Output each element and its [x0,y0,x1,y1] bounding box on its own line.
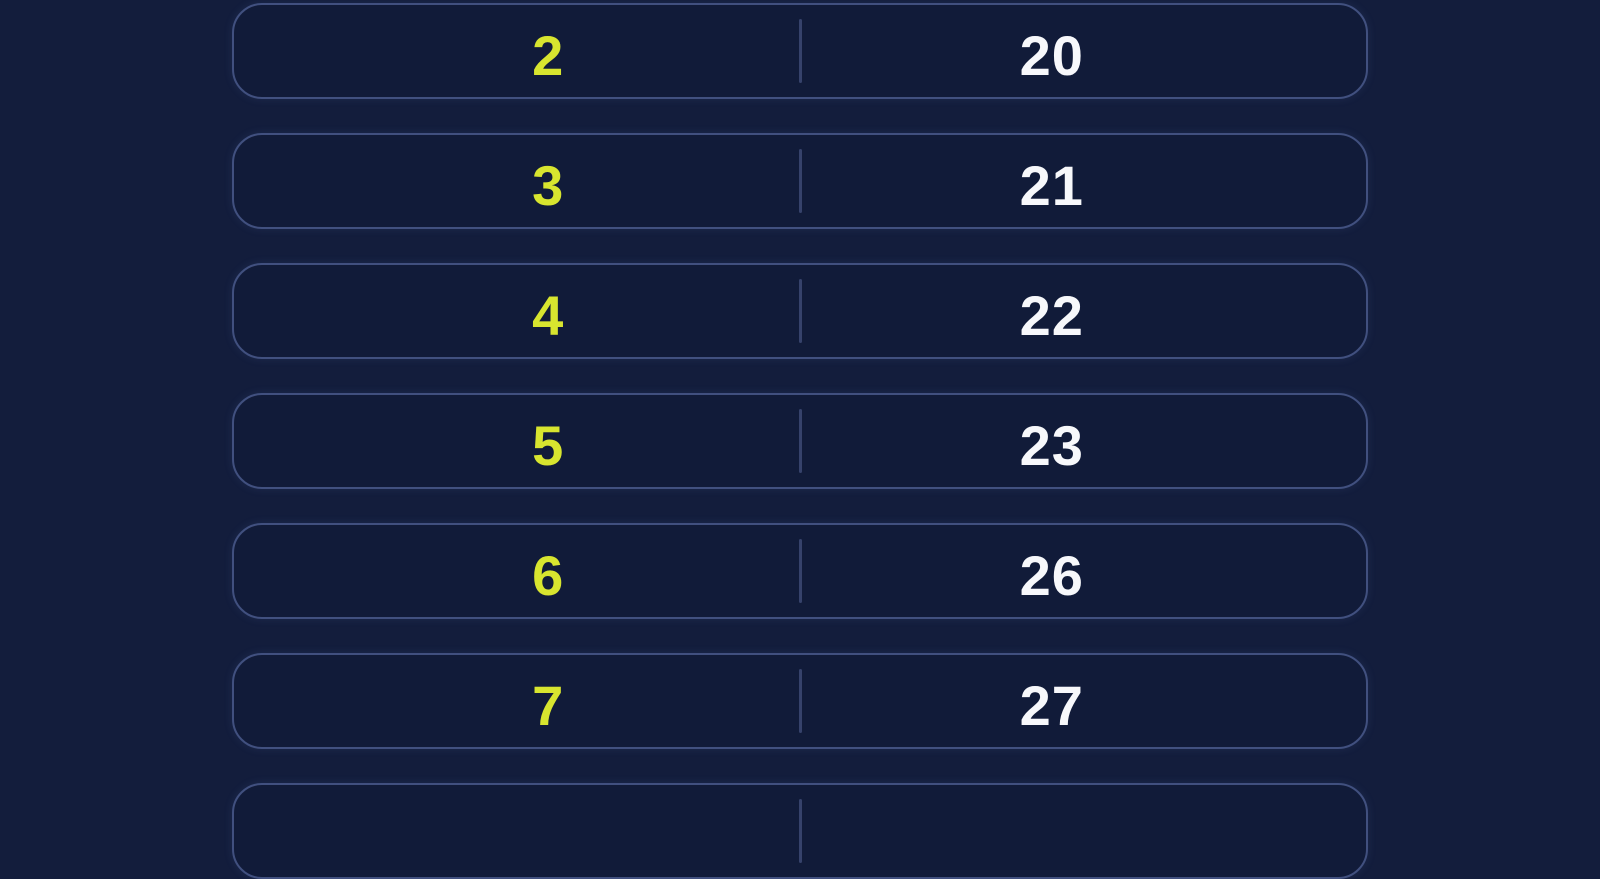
row-left-value: 4 [298,265,799,357]
cell-divider [798,409,802,473]
right-value-text: 21 [1019,154,1084,217]
left-value-text: 6 [532,544,565,607]
row-right-value [802,785,1303,877]
row-left-value: 3 [298,135,799,227]
row-right-value: 20 [802,5,1303,97]
table-row: 7 27 [232,653,1368,749]
cell-divider [798,539,802,603]
table-row-partial [232,783,1368,879]
right-value-text: 23 [1019,414,1084,477]
table-row: 6 26 [232,523,1368,619]
table-row: 3 21 [232,133,1368,229]
right-value-text: 26 [1019,544,1084,607]
cell-divider [798,149,802,213]
row-right-value: 21 [802,135,1303,227]
left-value-text: 2 [532,24,565,87]
values-table: 2 20 3 21 4 22 5 23 6 26 7 27 [232,3,1368,879]
cell-divider [798,669,802,733]
row-right-value: 22 [802,265,1303,357]
left-value-text: 3 [532,154,565,217]
left-value-text: 7 [532,674,565,737]
right-value-text: 27 [1019,674,1084,737]
right-value-text: 20 [1019,24,1084,87]
left-value-text: 5 [532,414,565,477]
row-right-value: 23 [802,395,1303,487]
table-row: 2 20 [232,3,1368,99]
cell-divider [798,279,802,343]
row-left-value: 5 [298,395,799,487]
row-left-value: 2 [298,5,799,97]
table-row: 5 23 [232,393,1368,489]
row-left-value: 6 [298,525,799,617]
row-left-value [298,785,799,877]
row-left-value: 7 [298,655,799,747]
row-right-value: 27 [802,655,1303,747]
table-row: 4 22 [232,263,1368,359]
row-right-value: 26 [802,525,1303,617]
cell-divider [798,19,802,83]
right-value-text: 22 [1019,284,1084,347]
left-value-text: 4 [532,284,565,347]
